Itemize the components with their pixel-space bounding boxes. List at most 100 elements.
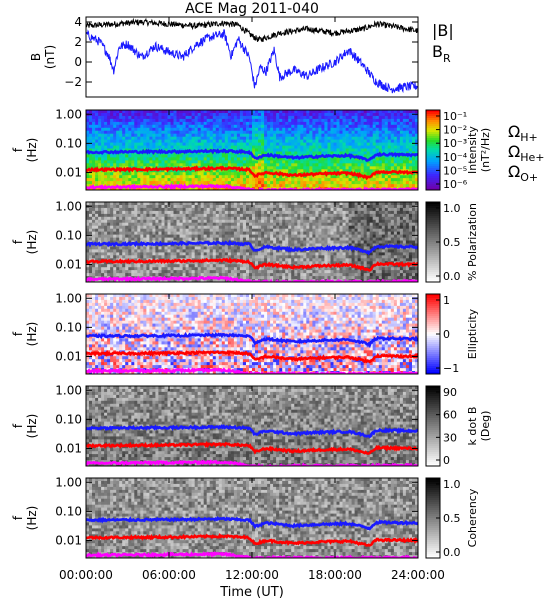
spectrogram-cell [267, 279, 271, 282]
spectrogram-cell [209, 231, 214, 235]
spectrogram-cell [381, 121, 386, 126]
spectrogram-cell [179, 202, 183, 206]
spectrogram-cell [203, 127, 208, 132]
spectrogram-cell [206, 136, 211, 141]
spectrogram-cell [146, 130, 150, 135]
spectrogram-cell [324, 178, 328, 182]
spectrogram-cell [155, 121, 159, 126]
spectrogram-cell [116, 264, 120, 268]
spectrogram-cell [227, 187, 232, 190]
spectrogram-cell [92, 160, 96, 164]
spectrogram-cell [412, 154, 416, 158]
spectrogram-cell [107, 252, 111, 256]
spectrogram-cell [176, 178, 180, 182]
y-tick-label: 4 [74, 15, 82, 29]
spectrogram-cell [393, 127, 398, 132]
spectrogram-cell [264, 118, 268, 123]
spectrogram-cell [354, 130, 358, 135]
spectrogram-cell [182, 243, 186, 247]
spectrogram-cell [170, 121, 174, 126]
spectrogram-cell [191, 130, 195, 135]
spectrogram-cell [255, 228, 259, 233]
spectrogram-cell [312, 139, 316, 143]
spectrogram-cell [89, 148, 93, 152]
spectrogram-cell [224, 163, 229, 167]
spectrogram-cell [267, 219, 271, 224]
spectrogram-cell [104, 124, 108, 129]
spectrogram-cell [230, 255, 235, 259]
spectrogram-cell [405, 115, 410, 120]
spectrogram-cell [239, 136, 244, 141]
spectrogram-cell [194, 121, 199, 126]
spectrogram-cell [324, 110, 328, 114]
spectrogram-cell [279, 225, 283, 230]
spectrogram-cell [242, 237, 247, 241]
spectrogram-cell [185, 216, 189, 221]
spectrogram-cell [197, 225, 202, 230]
spectrogram-cell [146, 210, 150, 215]
spectrogram-cell [224, 133, 229, 138]
spectrogram-cell [324, 130, 328, 135]
spectrogram-cell [155, 115, 159, 120]
spectrogram-cell [134, 178, 138, 182]
spectrogram-cell [384, 145, 389, 149]
spectrogram-cell [333, 127, 337, 132]
spectrogram-cell [161, 181, 165, 185]
spectrogram-cell [167, 163, 171, 167]
spectrogram-cell [92, 249, 96, 253]
spectrogram-cell [194, 130, 199, 135]
spectrogram-cell [236, 234, 241, 238]
spectrogram-cell [209, 115, 214, 120]
spectrogram-cell [176, 270, 180, 274]
spectrogram-cell [176, 261, 180, 265]
spectrogram-cell [276, 115, 280, 120]
spectrogram-cell [215, 157, 220, 161]
spectrogram-cell [203, 145, 208, 149]
spectrogram-cell [315, 163, 319, 167]
spectrogram-cell [224, 169, 229, 173]
spectrogram-cell [291, 205, 295, 209]
spectrogram-cell [143, 216, 147, 221]
spectrogram-cell [191, 246, 195, 250]
spectrogram-cell [149, 133, 153, 138]
spectrogram-cell [227, 175, 232, 179]
spectrogram-cell [270, 228, 274, 233]
spectrogram-cell [255, 261, 259, 265]
spectrogram-cell [131, 273, 135, 277]
spectrogram-cell [230, 178, 235, 182]
spectrogram-cell [324, 160, 328, 164]
spectrogram-cell [224, 205, 229, 209]
spectrogram-cell [330, 130, 334, 135]
spectrogram-cell [303, 148, 307, 152]
spectrogram-cell [161, 210, 165, 215]
spectrogram-cell [227, 136, 232, 141]
spectrogram-cell [173, 270, 177, 274]
spectrogram-cell [113, 172, 117, 176]
spectrogram-cell [267, 127, 271, 132]
spectrogram-cell [363, 118, 368, 123]
spectrogram-cell [221, 172, 226, 176]
spectrogram-cell [161, 225, 165, 230]
spectrogram-cell [378, 136, 383, 141]
spectrogram-cell [261, 160, 265, 164]
spectrogram-cell [351, 181, 355, 185]
spectrogram-cell [167, 225, 171, 230]
spectrogram-cell [218, 142, 223, 146]
spectrogram-cell [387, 184, 392, 188]
spectrogram-cell [188, 225, 192, 230]
spectrogram-cell [182, 163, 186, 167]
spectrogram-cell [363, 181, 368, 185]
spectrogram-cell [276, 142, 280, 146]
spectrogram-cell [399, 160, 404, 164]
spectrogram-cell [131, 136, 135, 141]
spectrogram-cell [122, 130, 126, 135]
spectrogram-cell [221, 249, 226, 253]
spectrogram-cell [239, 267, 244, 271]
spectrogram-cell [372, 175, 377, 179]
spectrogram-cell [402, 121, 407, 126]
spectrogram-cell [98, 216, 102, 221]
spectrogram-cell [312, 148, 316, 152]
spectrogram-cell [360, 148, 365, 152]
spectrogram-cell [390, 184, 395, 188]
spectrogram-cell [270, 130, 274, 135]
